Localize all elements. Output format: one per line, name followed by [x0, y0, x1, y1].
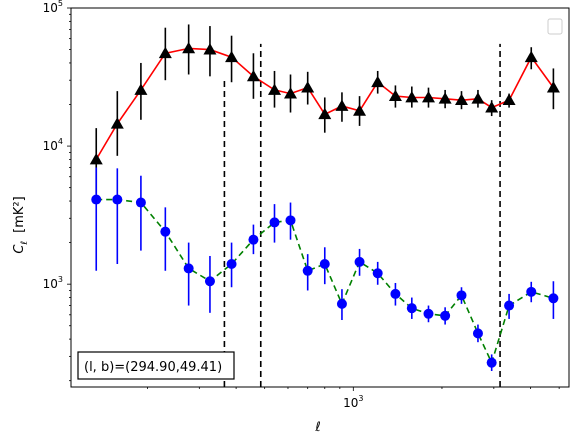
y-tick-label-2: 104 [43, 137, 63, 153]
axis-ticks: 103 104 105 103 [43, 0, 560, 410]
series-2-point-1 [91, 194, 102, 205]
svg-text:Cℓ[mK²]: Cℓ [mK²] [12, 196, 30, 253]
series-2-point-17 [406, 303, 417, 314]
series-2-point-16 [390, 288, 401, 299]
series-1-point-15 [371, 75, 385, 88]
legend-box [547, 18, 563, 35]
series-1-point-8 [246, 69, 260, 82]
series-2-point-12 [319, 258, 330, 269]
series-1-point-18 [421, 90, 435, 103]
series-1-point-7 [225, 50, 239, 63]
series-1-point-23 [502, 93, 516, 106]
series-2-point-2 [112, 194, 123, 205]
series-1-point-2 [110, 117, 124, 129]
series-1-point-19 [438, 92, 452, 104]
x-tick-label-1: 103 [343, 394, 363, 410]
series-2-point-9 [269, 217, 280, 228]
series-2-point-4 [160, 226, 171, 237]
series-1-point-16 [388, 89, 402, 102]
vertical-reference-lines [223, 43, 501, 387]
y-tick-label-3: 105 [43, 0, 63, 15]
series-2-point-5 [183, 263, 194, 274]
y-axis-label: Cℓ [mK²] [12, 196, 30, 253]
y-axis-label-main: C [12, 244, 27, 254]
series-2-point-14 [354, 256, 365, 267]
series-1-point-25 [546, 81, 560, 93]
series-1-point-24 [524, 50, 538, 63]
series-2-point-23 [504, 300, 515, 311]
series-2-point-15 [372, 268, 383, 279]
series-1-point-5 [182, 41, 196, 54]
series-lines [95, 47, 555, 365]
series-2-point-10 [285, 215, 296, 226]
series-2-point-22 [486, 357, 497, 368]
series-2-point-21 [472, 328, 483, 339]
series-1-point-3 [134, 83, 148, 95]
series-1-point-20 [454, 93, 468, 106]
annotation-box [77, 351, 235, 380]
annotation-label: (l, b)=(294.90,49.41) [84, 360, 222, 375]
series-2-point-18 [423, 308, 434, 319]
y-axis-label-unit: [mK²] [12, 196, 27, 233]
series-2-point-11 [302, 265, 313, 276]
series-1-point-6 [203, 43, 217, 55]
series-1-point-13 [335, 99, 349, 111]
y-axis-label-sub: ℓ [20, 241, 30, 246]
series-2-point-6 [204, 276, 215, 287]
series-1-point-1 [89, 152, 103, 165]
series-1-point-17 [405, 90, 419, 103]
series-2-point-25 [548, 293, 559, 304]
series-2-point-20 [456, 290, 467, 301]
series-1-point-9 [267, 83, 281, 95]
data-markers [89, 41, 560, 368]
series-2-point-24 [526, 286, 537, 297]
series-2-point-13 [336, 298, 347, 309]
x-axis-label: ℓ [314, 420, 320, 435]
series-1-point-12 [318, 107, 332, 120]
error-bars [95, 24, 555, 372]
y-tick-label-1: 103 [43, 275, 63, 291]
series-1-point-11 [301, 81, 315, 93]
series-2-point-7 [226, 258, 237, 269]
series-1-point-14 [353, 104, 367, 116]
plot-frame [70, 7, 570, 388]
series-1-point-10 [284, 87, 298, 99]
series-2-point-19 [440, 310, 451, 321]
series-1-point-21 [471, 92, 485, 104]
series-2-point-3 [135, 197, 146, 208]
series-1-point-4 [158, 46, 172, 59]
series-2-point-8 [248, 234, 259, 245]
series-1-point-22 [485, 101, 499, 113]
